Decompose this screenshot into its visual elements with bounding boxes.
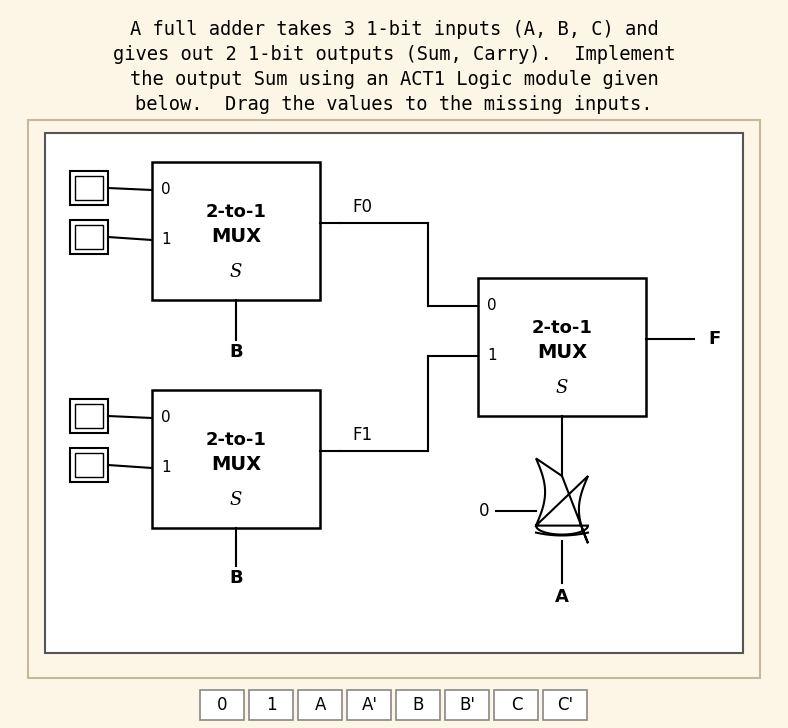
Bar bbox=[478, 278, 646, 416]
Text: 2-to-1: 2-to-1 bbox=[206, 431, 266, 449]
Bar bbox=[544, 690, 588, 720]
Bar bbox=[70, 220, 108, 254]
Text: MUX: MUX bbox=[537, 342, 587, 362]
Text: B: B bbox=[229, 569, 243, 587]
Bar bbox=[152, 162, 320, 300]
Text: 0: 0 bbox=[479, 502, 489, 521]
Bar bbox=[200, 690, 244, 720]
Bar bbox=[152, 390, 320, 528]
Bar bbox=[348, 690, 392, 720]
Text: 0: 0 bbox=[162, 411, 171, 425]
Bar bbox=[70, 399, 108, 433]
Text: S: S bbox=[230, 263, 242, 281]
Text: 2-to-1: 2-to-1 bbox=[206, 203, 266, 221]
Text: F0: F0 bbox=[352, 198, 372, 216]
Text: C': C' bbox=[557, 696, 574, 714]
Bar bbox=[75, 453, 103, 477]
Text: 1: 1 bbox=[487, 349, 496, 363]
Text: B': B' bbox=[459, 696, 475, 714]
Text: A: A bbox=[555, 587, 569, 606]
Text: A': A' bbox=[362, 696, 377, 714]
Text: B: B bbox=[229, 343, 243, 361]
Text: 0: 0 bbox=[487, 298, 496, 314]
Text: MUX: MUX bbox=[211, 454, 261, 473]
Bar bbox=[75, 225, 103, 249]
Text: the output Sum using an ACT1 Logic module given: the output Sum using an ACT1 Logic modul… bbox=[129, 70, 659, 89]
Bar bbox=[75, 404, 103, 428]
Text: 0: 0 bbox=[162, 183, 171, 197]
Text: A full adder takes 3 1-bit inputs (A, B, C) and: A full adder takes 3 1-bit inputs (A, B,… bbox=[129, 20, 659, 39]
Polygon shape bbox=[536, 459, 588, 543]
Text: F: F bbox=[708, 330, 720, 348]
Bar bbox=[70, 448, 108, 482]
Text: 0: 0 bbox=[217, 696, 228, 714]
Text: MUX: MUX bbox=[211, 226, 261, 245]
Bar bbox=[70, 171, 108, 205]
Text: gives out 2 1-bit outputs (Sum, Carry).  Implement: gives out 2 1-bit outputs (Sum, Carry). … bbox=[113, 45, 675, 64]
Bar bbox=[495, 690, 538, 720]
Text: S: S bbox=[230, 491, 242, 509]
Text: F1: F1 bbox=[352, 426, 372, 444]
Text: 1: 1 bbox=[266, 696, 277, 714]
Text: S: S bbox=[556, 379, 568, 397]
Bar bbox=[445, 690, 489, 720]
Bar bbox=[28, 120, 760, 678]
Text: 1: 1 bbox=[162, 232, 171, 248]
Bar bbox=[75, 176, 103, 200]
Text: below.  Drag the values to the missing inputs.: below. Drag the values to the missing in… bbox=[136, 95, 652, 114]
Text: A: A bbox=[315, 696, 326, 714]
Bar bbox=[299, 690, 343, 720]
Text: 2-to-1: 2-to-1 bbox=[532, 319, 593, 337]
Bar bbox=[45, 133, 743, 653]
Text: B: B bbox=[413, 696, 424, 714]
Text: C: C bbox=[511, 696, 522, 714]
Bar bbox=[396, 690, 440, 720]
Bar bbox=[250, 690, 293, 720]
Text: 1: 1 bbox=[162, 461, 171, 475]
